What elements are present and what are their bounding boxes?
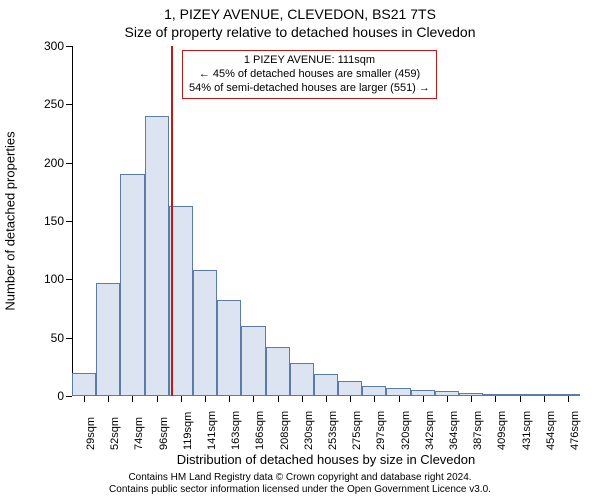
histogram-bar xyxy=(120,174,144,396)
y-axis-tick-labels: 050100150200250300 xyxy=(0,46,66,396)
x-tick-label: 275sqm xyxy=(351,411,363,450)
chart-title-line2: Size of property relative to detached ho… xyxy=(0,24,600,40)
histogram-bar xyxy=(241,326,265,396)
x-tick-label: 141sqm xyxy=(206,411,218,450)
x-tick-label: 119sqm xyxy=(182,412,194,450)
x-tick-label: 230sqm xyxy=(303,411,315,450)
y-axis-line xyxy=(72,46,73,396)
histogram-bar xyxy=(217,300,241,396)
y-tick xyxy=(66,104,72,105)
x-tick-label: 364sqm xyxy=(448,411,460,450)
x-tick-label: 342sqm xyxy=(424,411,436,450)
y-tick-label: 100 xyxy=(44,272,64,286)
annotation-box: 1 PIZEY AVENUE: 111sqm← 45% of detached … xyxy=(182,50,437,99)
y-tick-label: 150 xyxy=(44,214,64,228)
y-tick xyxy=(66,163,72,164)
x-tick-label: 29sqm xyxy=(85,417,97,450)
chart-root: 1, PIZEY AVENUE, CLEVEDON, BS21 7TS Size… xyxy=(0,0,600,500)
y-tick xyxy=(66,279,72,280)
annotation-line2: ← 45% of detached houses are smaller (45… xyxy=(189,68,430,82)
x-tick-label: 186sqm xyxy=(254,411,266,450)
histogram-bar xyxy=(145,116,169,396)
chart-title-line1: 1, PIZEY AVENUE, CLEVEDON, BS21 7TS xyxy=(0,6,600,22)
y-tick xyxy=(66,396,72,397)
x-tick-label: 476sqm xyxy=(569,411,581,450)
histogram-bar xyxy=(266,347,290,396)
footer-line1: Contains HM Land Registry data © Crown c… xyxy=(0,472,600,484)
histogram-bar xyxy=(193,270,217,396)
chart-footer: Contains HM Land Registry data © Crown c… xyxy=(0,472,600,496)
x-tick-label: 387sqm xyxy=(472,411,484,450)
annotation-line3: 54% of semi-detached houses are larger (… xyxy=(189,82,430,96)
x-tick-label: 297sqm xyxy=(375,411,387,450)
x-axis-tick-labels: 29sqm 52sqm 74sqm 96sqm 119sqm 141sqm 163sqm 18… xyxy=(72,398,580,458)
marker-line xyxy=(171,46,173,396)
y-tick xyxy=(66,338,72,339)
histogram-bar xyxy=(314,374,338,396)
y-tick-label: 200 xyxy=(44,156,64,170)
footer-line2: Contains public sector information licen… xyxy=(0,484,600,496)
y-tick xyxy=(66,46,72,47)
y-tick-label: 300 xyxy=(44,39,64,53)
annotation-line1: 1 PIZEY AVENUE: 111sqm xyxy=(189,54,430,68)
histogram-bar xyxy=(290,363,314,396)
histogram-bar xyxy=(386,388,410,396)
y-tick-label: 0 xyxy=(57,389,64,403)
y-tick-label: 250 xyxy=(44,97,64,111)
x-tick-label: 96sqm xyxy=(158,417,170,450)
x-tick-label: 253sqm xyxy=(327,411,339,450)
plot-area: 1 PIZEY AVENUE: 111sqm← 45% of detached … xyxy=(72,46,580,396)
histogram-bar xyxy=(362,386,386,397)
x-tick-label: 74sqm xyxy=(133,417,145,450)
x-tick-label: 208sqm xyxy=(279,411,291,450)
y-tick xyxy=(66,221,72,222)
y-tick-label: 50 xyxy=(51,331,64,345)
x-tick-label: 409sqm xyxy=(496,411,508,450)
histogram-bar xyxy=(96,283,120,396)
x-axis-title: Distribution of detached houses by size … xyxy=(72,452,580,467)
x-tick-label: 431sqm xyxy=(521,411,533,450)
histogram-bar xyxy=(72,373,96,396)
histogram-bar xyxy=(338,381,362,396)
x-tick-label: 52sqm xyxy=(109,417,121,450)
x-tick-label: 454sqm xyxy=(545,411,557,450)
x-tick-label: 320sqm xyxy=(400,411,412,450)
x-tick-label: 163sqm xyxy=(230,411,242,450)
